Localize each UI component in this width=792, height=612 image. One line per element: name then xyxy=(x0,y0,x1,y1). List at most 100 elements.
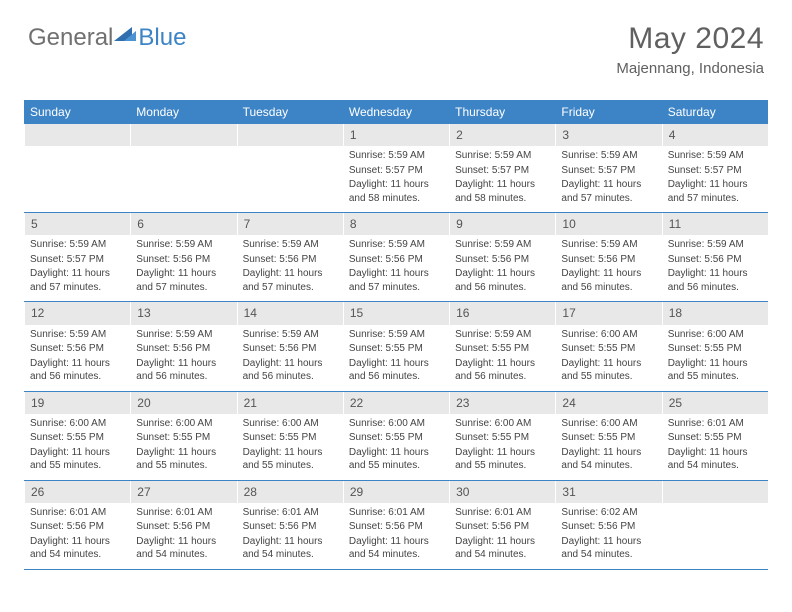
brand-text-2: Blue xyxy=(138,24,186,52)
daylight-line: Daylight: 11 hours and 54 minutes. xyxy=(136,535,231,562)
daylight-line: Daylight: 11 hours and 57 minutes. xyxy=(668,178,763,205)
day-number: 26 xyxy=(25,481,130,503)
day-number: 23 xyxy=(450,392,555,414)
calendar-day-cell: . xyxy=(662,481,768,569)
sunrise-line: Sunrise: 5:59 AM xyxy=(243,238,338,252)
brand-triangle-icon xyxy=(114,20,136,48)
calendar-day-cell: 7Sunrise: 5:59 AMSunset: 5:56 PMDaylight… xyxy=(237,213,343,301)
calendar-day-cell: 20Sunrise: 6:00 AMSunset: 5:55 PMDayligh… xyxy=(130,392,236,480)
calendar-day-cell: 4Sunrise: 5:59 AMSunset: 5:57 PMDaylight… xyxy=(662,124,768,212)
calendar-day-cell: . xyxy=(237,124,343,212)
sunrise-line: Sunrise: 5:59 AM xyxy=(455,238,550,252)
weekday-header: Sunday xyxy=(24,100,130,124)
daylight-line: Daylight: 11 hours and 54 minutes. xyxy=(30,535,125,562)
sunrise-line: Sunrise: 5:59 AM xyxy=(136,328,231,342)
sunset-line: Sunset: 5:56 PM xyxy=(668,253,763,267)
day-number: 30 xyxy=(450,481,555,503)
calendar-day-cell: 12Sunrise: 5:59 AMSunset: 5:56 PMDayligh… xyxy=(24,302,130,390)
day-details: Sunrise: 6:00 AMSunset: 5:55 PMDaylight:… xyxy=(238,417,343,473)
daylight-line: Daylight: 11 hours and 54 minutes. xyxy=(561,446,656,473)
sunrise-line: Sunrise: 6:01 AM xyxy=(30,506,125,520)
sunrise-line: Sunrise: 6:01 AM xyxy=(455,506,550,520)
sunset-line: Sunset: 5:55 PM xyxy=(349,431,444,445)
sunset-line: Sunset: 5:57 PM xyxy=(668,164,763,178)
sunrise-line: Sunrise: 5:59 AM xyxy=(30,238,125,252)
calendar-day-cell: 23 Sunrise: 6:00 AMSunset: 5:55 PMDayligh… xyxy=(449,392,555,480)
sunrise-line: Sunrise: 5:59 AM xyxy=(349,328,444,342)
sunset-line: Sunset: 5:57 PM xyxy=(349,164,444,178)
location-label: Majennang, Indonesia xyxy=(616,60,764,77)
day-details: Sunrise: 6:01 AMSunset: 5:55 PMDaylight:… xyxy=(663,417,768,473)
daylight-line: Daylight: 11 hours and 56 minutes. xyxy=(561,267,656,294)
sunset-line: Sunset: 5:55 PM xyxy=(668,431,763,445)
day-number: 16 xyxy=(450,302,555,324)
month-title: May 2024 xyxy=(616,22,764,56)
sunset-line: Sunset: 5:56 PM xyxy=(349,520,444,534)
weekday-header: Thursday xyxy=(449,100,555,124)
day-number: 6 xyxy=(131,213,236,235)
calendar-day-cell: 6 Sunrise: 5:59 AMSunset: 5:56 PMDaylight… xyxy=(130,213,236,301)
sunset-line: Sunset: 5:55 PM xyxy=(668,342,763,356)
calendar-day-cell: 16Sunrise: 5:59 AMSunset: 5:55 PMDayligh… xyxy=(449,302,555,390)
sunset-line: Sunset: 5:56 PM xyxy=(455,520,550,534)
day-details: Sunrise: 5:59 AMSunset: 5:56 PMDaylight:… xyxy=(556,238,661,294)
day-number: 18 xyxy=(663,302,768,324)
daylight-line: Daylight: 11 hours and 57 minutes. xyxy=(561,178,656,205)
day-number: 28 xyxy=(238,481,343,503)
day-number: 8 xyxy=(344,213,449,235)
calendar-week-row: 5Sunrise: 5:59 AMSunset: 5:57 PMDaylight… xyxy=(24,213,768,302)
calendar-day-cell: 18 Sunrise: 6:00 AMSunset: 5:55 PMDayligh… xyxy=(662,302,768,390)
day-details: Sunrise: 5:59 AMSunset: 5:56 PMDaylight:… xyxy=(238,328,343,384)
day-number: 27 xyxy=(131,481,236,503)
calendar-day-cell: 17 Sunrise: 6:00 AMSunset: 5:55 PMDayligh… xyxy=(555,302,661,390)
day-details: Sunrise: 5:59 AMSunset: 5:56 PMDaylight:… xyxy=(131,328,236,384)
day-details: Sunrise: 6:00 AMSunset: 5:55 PMDaylight:… xyxy=(556,328,661,384)
calendar-day-cell: 19Sunrise: 6:00 AMSunset: 5:55 PMDayligh… xyxy=(24,392,130,480)
calendar-day-cell: 8 Sunrise: 5:59 AMSunset: 5:56 PMDaylight… xyxy=(343,213,449,301)
day-details: Sunrise: 6:00 AMSunset: 5:55 PMDaylight:… xyxy=(663,328,768,384)
day-number: 22 xyxy=(344,392,449,414)
calendar-week-row: ...1Sunrise: 5:59 AMSunset: 5:57 PMDayli… xyxy=(24,124,768,213)
sunrise-line: Sunrise: 6:00 AM xyxy=(136,417,231,431)
daylight-line: Daylight: 11 hours and 55 minutes. xyxy=(668,357,763,384)
brand-logo: General Blue xyxy=(28,24,186,52)
sunset-line: Sunset: 5:55 PM xyxy=(561,342,656,356)
weekday-header-row: SundayMondayTuesdayWednesdayThursdayFrid… xyxy=(24,100,768,124)
daylight-line: Daylight: 11 hours and 57 minutes. xyxy=(136,267,231,294)
calendar-day-cell: 1Sunrise: 5:59 AMSunset: 5:57 PMDaylight… xyxy=(343,124,449,212)
sunset-line: Sunset: 5:56 PM xyxy=(561,253,656,267)
day-details: Sunrise: 6:01 AMSunset: 5:56 PMDaylight:… xyxy=(238,506,343,562)
calendar-week-row: 26Sunrise: 6:01 AMSunset: 5:56 PMDayligh… xyxy=(24,481,768,570)
sunset-line: Sunset: 5:57 PM xyxy=(561,164,656,178)
calendar-day-cell: 31Sunrise: 6:02 AMSunset: 5:56 PMDayligh… xyxy=(555,481,661,569)
day-number: 17 xyxy=(556,302,661,324)
calendar-day-cell: 2Sunrise: 5:59 AMSunset: 5:57 PMDaylight… xyxy=(449,124,555,212)
calendar-day-cell: 29Sunrise: 6:01 AMSunset: 5:56 PMDayligh… xyxy=(343,481,449,569)
day-number: 12 xyxy=(25,302,130,324)
sunset-line: Sunset: 5:56 PM xyxy=(243,342,338,356)
daylight-line: Daylight: 11 hours and 56 minutes. xyxy=(455,267,550,294)
daylight-line: Daylight: 11 hours and 56 minutes. xyxy=(668,267,763,294)
calendar-day-cell: . xyxy=(24,124,130,212)
day-number: 10 xyxy=(556,213,661,235)
daylight-line: Daylight: 11 hours and 54 minutes. xyxy=(561,535,656,562)
calendar-day-cell: 5Sunrise: 5:59 AMSunset: 5:57 PMDaylight… xyxy=(24,213,130,301)
sunrise-line: Sunrise: 5:59 AM xyxy=(243,328,338,342)
sunset-line: Sunset: 5:56 PM xyxy=(136,342,231,356)
day-details: Sunrise: 6:00 AMSunset: 5:55 PMDaylight:… xyxy=(450,417,555,473)
weekday-header: Monday xyxy=(130,100,236,124)
day-number: 5 xyxy=(25,213,130,235)
calendar-day-cell: 9Sunrise: 5:59 AMSunset: 5:56 PMDaylight… xyxy=(449,213,555,301)
day-number: 21 xyxy=(238,392,343,414)
sunrise-line: Sunrise: 6:00 AM xyxy=(243,417,338,431)
sunset-line: Sunset: 5:55 PM xyxy=(561,431,656,445)
calendar-day-cell: 25Sunrise: 6:01 AMSunset: 5:55 PMDayligh… xyxy=(662,392,768,480)
sunrise-line: Sunrise: 5:59 AM xyxy=(136,238,231,252)
day-details: Sunrise: 5:59 AMSunset: 5:56 PMDaylight:… xyxy=(344,238,449,294)
sunset-line: Sunset: 5:56 PM xyxy=(136,253,231,267)
daylight-line: Daylight: 11 hours and 55 minutes. xyxy=(349,446,444,473)
daylight-line: Daylight: 11 hours and 55 minutes. xyxy=(455,446,550,473)
day-details: Sunrise: 5:59 AMSunset: 5:57 PMDaylight:… xyxy=(344,149,449,205)
daylight-line: Daylight: 11 hours and 56 minutes. xyxy=(30,357,125,384)
calendar-day-cell: 11Sunrise: 5:59 AMSunset: 5:56 PMDayligh… xyxy=(662,213,768,301)
